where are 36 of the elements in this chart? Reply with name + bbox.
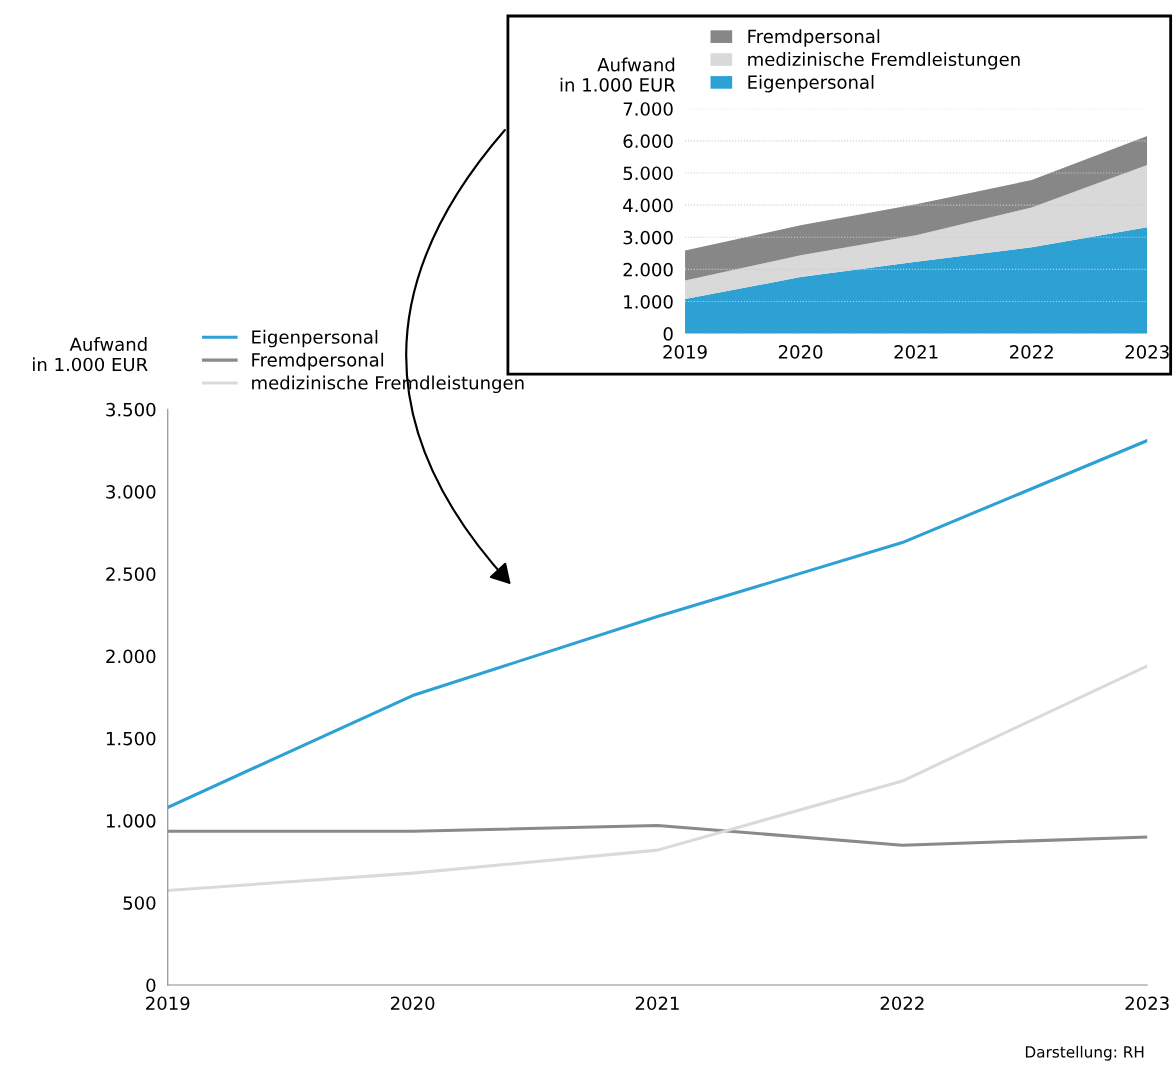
y-tick-label: 6.000 [623,134,673,148]
y-tick-label: 1.500 [106,731,156,746]
x-tick-label: 2019 [146,996,190,1011]
y-axis-title: Aufwand in 1.000 EUR [33,337,148,372]
y-axis-title: Aufwand in 1.000 EUR [560,57,676,92]
line-series [167,664,1148,892]
y-tick-label: 3.000 [106,485,156,499]
y-tick-label: 7.000 [623,102,673,116]
x-tick-label: 2021 [894,345,938,359]
x-tick-label: 2020 [778,345,823,359]
y-tick-label: 5.000 [623,166,673,181]
y-tick-label: 1.000 [624,294,673,309]
x-tick-label: 2022 [880,996,924,1011]
y-tick-label: 3.000 [623,230,673,245]
y-tick-label: 0 [663,327,673,341]
y-tick-label: 500 [123,896,156,910]
y-tick-label: 2.000 [623,262,673,277]
text: Darstellung: RH [1025,1045,1144,1061]
legend-label: Eigenpersonal [748,75,874,93]
x-tick-label: 2023 [1125,996,1169,1011]
y-tick-label: 0 [146,978,156,993]
y-tick-label: 4.000 [623,198,673,213]
legend-label: medizinische Fremdleistungen [748,52,1020,70]
y-tick-label: 2.500 [106,567,156,581]
x-tick-label: 2021 [635,996,679,1011]
y-tick-label: 2.000 [106,649,156,664]
x-tick-label: 2022 [1010,345,1053,359]
legend-label: Fremdpersonal [252,352,384,371]
x-tick-label: 2019 [663,345,707,359]
line-series [167,439,1148,809]
x-tick-label: 2020 [390,996,435,1011]
y-tick-label: 3.500 [106,402,156,417]
x-tick-label: 2023 [1125,345,1169,359]
legend-label: Eigenpersonal [252,329,378,348]
legend-label: Fremdpersonal [748,29,880,47]
y-tick-label: 1.000 [106,813,156,828]
